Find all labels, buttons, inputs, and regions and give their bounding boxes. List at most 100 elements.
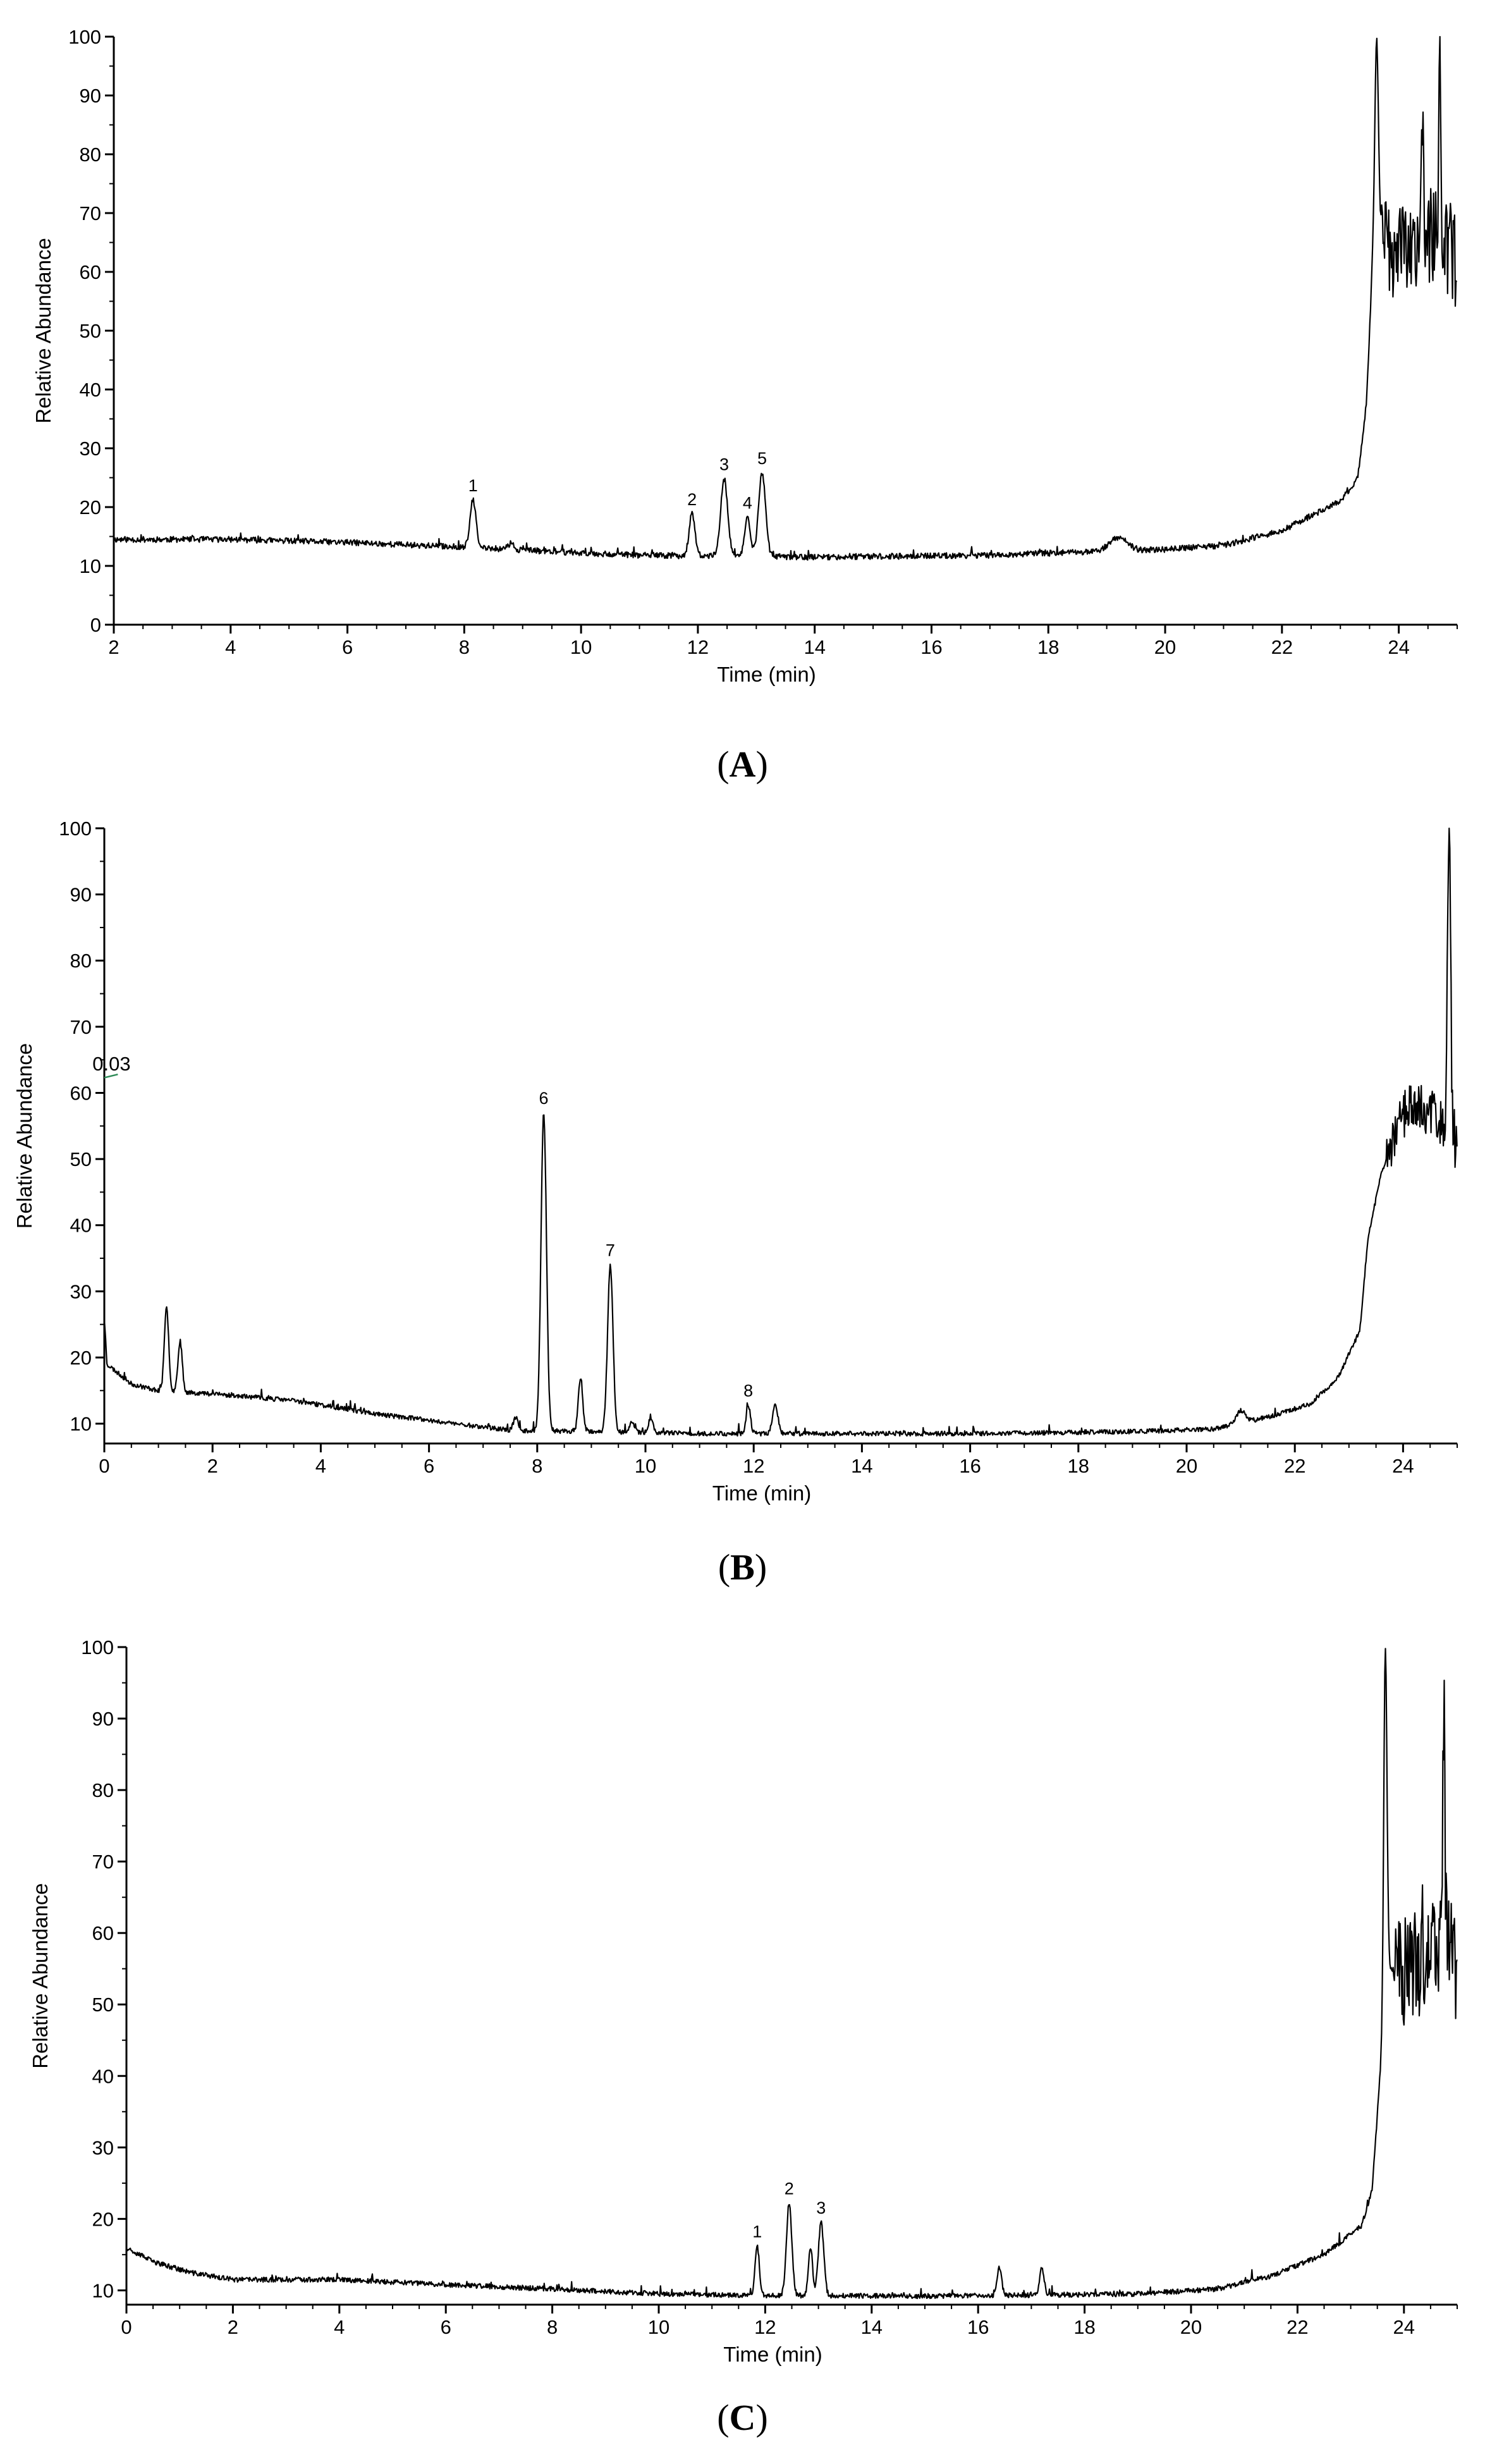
x-tick-label: 22 bbox=[1286, 2316, 1308, 2338]
y-tick-label: 80 bbox=[92, 1779, 114, 1801]
x-tick-label: 16 bbox=[959, 1455, 981, 1477]
x-tick-label: 0 bbox=[99, 1455, 109, 1477]
y-tick-label: 40 bbox=[70, 1215, 92, 1237]
y-axis-label: Relative Abundance bbox=[13, 1043, 36, 1229]
panel-label-c: (C) bbox=[717, 2397, 768, 2438]
y-tick-label: 10 bbox=[80, 555, 101, 577]
y-axis-label: Relative Abundance bbox=[28, 1883, 52, 2069]
y-tick-label: 40 bbox=[80, 379, 101, 401]
y-tick-label: 20 bbox=[80, 496, 101, 518]
y-tick-label: 50 bbox=[80, 320, 101, 342]
chromatogram-trace bbox=[103, 827, 1458, 1437]
peak-label: 8 bbox=[743, 1381, 753, 1400]
peak-label: 7 bbox=[606, 1241, 615, 1260]
chromatogram-trace bbox=[113, 35, 1458, 561]
y-tick-label: 50 bbox=[70, 1148, 92, 1170]
x-tick-label: 18 bbox=[1037, 636, 1059, 658]
x-tick-label: 14 bbox=[851, 1455, 872, 1477]
x-tick-label: 2 bbox=[228, 2316, 238, 2338]
x-tick-label: 14 bbox=[804, 636, 825, 658]
x-tick-label: 6 bbox=[424, 1455, 434, 1477]
peak-label: 2 bbox=[687, 490, 697, 509]
x-tick-label: 24 bbox=[1388, 636, 1409, 658]
x-tick-label: 4 bbox=[315, 1455, 326, 1477]
x-tick-label: 10 bbox=[648, 2316, 669, 2338]
x-axis-label: Time (min) bbox=[723, 2343, 822, 2366]
x-tick-label: 6 bbox=[342, 636, 353, 658]
y-tick-label: 30 bbox=[80, 438, 101, 460]
x-tick-label: 18 bbox=[1073, 2316, 1095, 2338]
y-tick-label: 0 bbox=[90, 614, 101, 636]
x-tick-label: 20 bbox=[1180, 2316, 1202, 2338]
panel-label-b: (B) bbox=[718, 1547, 767, 1588]
y-tick-label: 60 bbox=[80, 261, 101, 283]
y-tick-label: 90 bbox=[70, 884, 92, 906]
x-tick-label: 4 bbox=[225, 636, 236, 658]
peak-label: 0.03 bbox=[92, 1053, 130, 1075]
y-tick-label: 70 bbox=[80, 202, 101, 224]
marker-line bbox=[104, 1073, 118, 1079]
y-tick-label: 40 bbox=[92, 2065, 114, 2087]
y-tick-label: 70 bbox=[92, 1851, 114, 1873]
y-axis-label: Relative Abundance bbox=[32, 238, 55, 424]
x-tick-label: 14 bbox=[861, 2316, 883, 2338]
x-tick-label: 8 bbox=[532, 1455, 542, 1477]
chromatogram-trace bbox=[126, 1648, 1458, 2300]
x-tick-label: 22 bbox=[1271, 636, 1293, 658]
x-tick-label: 22 bbox=[1284, 1455, 1305, 1477]
y-tick-label: 80 bbox=[70, 950, 92, 972]
y-tick-label: 70 bbox=[70, 1016, 92, 1038]
x-tick-label: 8 bbox=[459, 636, 470, 658]
x-tick-label: 16 bbox=[920, 636, 942, 658]
peak-label: 6 bbox=[539, 1089, 549, 1108]
x-axis-label: Time (min) bbox=[717, 663, 816, 686]
x-tick-label: 24 bbox=[1392, 1455, 1414, 1477]
y-tick-label: 90 bbox=[92, 1708, 114, 1730]
x-tick-label: 10 bbox=[570, 636, 592, 658]
x-tick-label: 2 bbox=[207, 1455, 218, 1477]
x-tick-label: 2 bbox=[108, 636, 119, 658]
peak-label: 3 bbox=[719, 455, 729, 474]
x-tick-label: 12 bbox=[754, 2316, 776, 2338]
x-tick-label: 12 bbox=[687, 636, 709, 658]
peak-label: 2 bbox=[785, 2179, 794, 2198]
y-tick-label: 100 bbox=[68, 26, 101, 48]
x-tick-label: 20 bbox=[1154, 636, 1176, 658]
peak-label: 1 bbox=[752, 2222, 762, 2241]
y-tick-label: 60 bbox=[70, 1082, 92, 1104]
y-tick-label: 80 bbox=[80, 144, 101, 166]
y-tick-label: 100 bbox=[59, 818, 92, 840]
peak-label: 1 bbox=[468, 476, 478, 495]
y-tick-label: 30 bbox=[70, 1280, 92, 1302]
x-tick-label: 18 bbox=[1068, 1455, 1089, 1477]
y-tick-label: 20 bbox=[70, 1347, 92, 1369]
x-tick-label: 10 bbox=[635, 1455, 656, 1477]
y-tick-label: 10 bbox=[70, 1413, 92, 1435]
x-tick-label: 16 bbox=[967, 2316, 989, 2338]
peak-label: 3 bbox=[816, 2198, 826, 2217]
peak-label: 5 bbox=[757, 449, 767, 468]
panel-label-a: (A) bbox=[717, 744, 768, 785]
y-tick-label: 100 bbox=[81, 1636, 114, 1658]
y-tick-label: 30 bbox=[92, 2136, 114, 2159]
x-tick-label: 0 bbox=[121, 2316, 131, 2338]
y-tick-label: 50 bbox=[92, 1994, 114, 2016]
x-axis-label: Time (min) bbox=[712, 1481, 811, 1505]
y-tick-label: 60 bbox=[92, 1922, 114, 1944]
x-tick-label: 20 bbox=[1176, 1455, 1197, 1477]
x-tick-label: 8 bbox=[547, 2316, 558, 2338]
x-tick-label: 4 bbox=[334, 2316, 345, 2338]
x-tick-label: 6 bbox=[441, 2316, 451, 2338]
peak-label: 4 bbox=[743, 494, 752, 513]
y-tick-label: 20 bbox=[92, 2208, 114, 2230]
x-tick-label: 12 bbox=[743, 1455, 764, 1477]
y-tick-label: 90 bbox=[80, 85, 101, 107]
x-tick-label: 24 bbox=[1393, 2316, 1415, 2338]
